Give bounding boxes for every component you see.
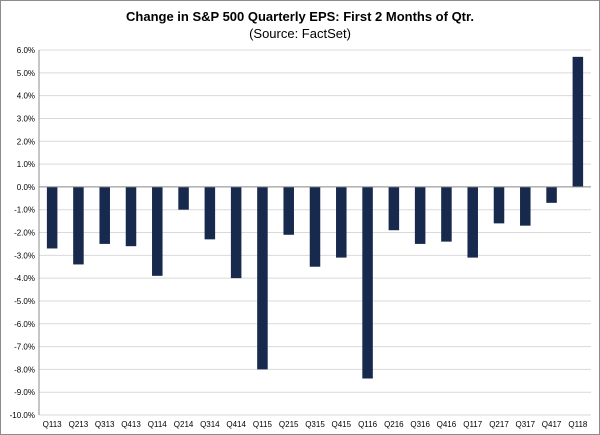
bar-q217 bbox=[493, 186, 505, 224]
bar-q118 bbox=[572, 56, 584, 187]
y-tick-label: 1.0% bbox=[17, 160, 35, 169]
bar-q314 bbox=[204, 186, 216, 240]
x-tick-label: Q415 bbox=[331, 420, 351, 429]
y-tick-label: -4.0% bbox=[14, 274, 35, 283]
bar-q116 bbox=[362, 186, 373, 379]
bar-q215 bbox=[283, 186, 294, 235]
bar-q315 bbox=[309, 186, 321, 267]
x-tick-label: Q414 bbox=[226, 420, 246, 429]
y-tick-label: 6.0% bbox=[17, 46, 35, 55]
x-tick-label: Q315 bbox=[305, 420, 325, 429]
x-tick-label: Q316 bbox=[410, 420, 430, 429]
y-axis-tick-labels: 6.0% 5.0% 4.0% 3.0% 2.0% 1.0% 0.0% -1.0% -2.0% -3… bbox=[10, 46, 35, 420]
y-tick-label: -1.0% bbox=[14, 206, 35, 215]
y-tick-label: 4.0% bbox=[17, 92, 35, 101]
bar-q415 bbox=[336, 186, 347, 258]
bar-q214 bbox=[178, 186, 189, 210]
bar-q216 bbox=[388, 186, 400, 231]
x-tick-label: Q214 bbox=[174, 420, 194, 429]
bar-q117 bbox=[467, 186, 478, 258]
axes bbox=[38, 50, 591, 415]
bars bbox=[46, 56, 584, 379]
x-tick-label: Q413 bbox=[121, 420, 141, 429]
bar-q114 bbox=[152, 186, 163, 276]
x-tick-label: Q215 bbox=[279, 420, 299, 429]
y-tick-label: 3.0% bbox=[17, 114, 35, 123]
chart-subtitle: (Source: FactSet) bbox=[249, 26, 351, 41]
chart-title: Change in S&P 500 Quarterly EPS: First 2… bbox=[126, 9, 474, 24]
bar-q213 bbox=[73, 186, 84, 265]
y-tick-label: 2.0% bbox=[17, 137, 35, 146]
y-tick-label: 0.0% bbox=[17, 183, 35, 192]
bar-q417 bbox=[546, 186, 557, 203]
x-tick-label: Q116 bbox=[358, 420, 378, 429]
bar-q113 bbox=[46, 186, 58, 249]
y-tick-label: 5.0% bbox=[17, 69, 35, 78]
x-tick-label: Q118 bbox=[568, 420, 588, 429]
x-tick-label: Q115 bbox=[253, 420, 273, 429]
x-tick-label: Q217 bbox=[489, 420, 509, 429]
bar-q313 bbox=[99, 186, 110, 244]
x-tick-label: Q416 bbox=[437, 420, 457, 429]
x-tick-label: Q314 bbox=[200, 420, 220, 429]
bar-q413 bbox=[125, 186, 137, 247]
x-tick-label: Q313 bbox=[95, 420, 115, 429]
x-tick-label: Q113 bbox=[43, 420, 63, 429]
y-tick-label: -9.0% bbox=[14, 388, 35, 397]
bar-q317 bbox=[520, 186, 531, 226]
x-tick-label: Q216 bbox=[384, 420, 404, 429]
bar-q414 bbox=[230, 186, 242, 279]
y-tick-label: -10.0% bbox=[10, 411, 35, 420]
bar-q316 bbox=[414, 186, 426, 244]
x-tick-label: Q117 bbox=[463, 420, 483, 429]
y-tick-label: -2.0% bbox=[14, 229, 35, 238]
x-axis-tick-labels: Q113 Q213 Q313 Q413 Q114 Q214 Q314 Q414 Q115 Q215… bbox=[43, 420, 588, 429]
y-tick-label: -5.0% bbox=[14, 297, 35, 306]
y-tick-label: -8.0% bbox=[14, 365, 35, 374]
x-tick-label: Q417 bbox=[542, 420, 562, 429]
x-tick-label: Q213 bbox=[69, 420, 89, 429]
y-tick-label: -7.0% bbox=[14, 343, 35, 352]
y-tick-label: -3.0% bbox=[14, 251, 35, 260]
bar-q416 bbox=[441, 186, 452, 242]
y-tick-label: -6.0% bbox=[14, 320, 35, 329]
x-tick-label: Q317 bbox=[515, 420, 535, 429]
bar-q115 bbox=[257, 186, 268, 370]
x-tick-label: Q114 bbox=[148, 420, 168, 429]
